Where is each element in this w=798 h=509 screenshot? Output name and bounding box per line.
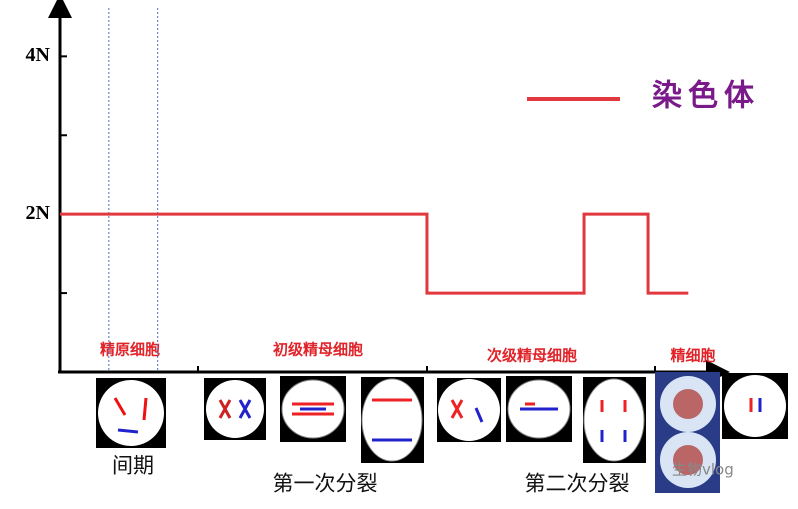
stage-label: 次级精母细胞 bbox=[487, 347, 577, 365]
stage-label: 精原细胞 bbox=[100, 341, 160, 359]
legend-label: 染色体 bbox=[652, 79, 760, 114]
y-tick-label: 2N bbox=[26, 202, 51, 224]
phase-label: 第二次分裂 bbox=[525, 472, 630, 496]
stage-label: 初级精母细胞 bbox=[273, 341, 363, 359]
cell-images bbox=[96, 372, 788, 493]
phase-label: 间期 bbox=[112, 454, 154, 478]
stage-label: 精细胞 bbox=[670, 347, 715, 365]
phase-label: 第一次分裂 bbox=[273, 472, 378, 496]
data-line bbox=[60, 212, 689, 295]
y-tick-label: 4N bbox=[26, 44, 51, 66]
watermark: 生物vlog bbox=[672, 461, 734, 479]
